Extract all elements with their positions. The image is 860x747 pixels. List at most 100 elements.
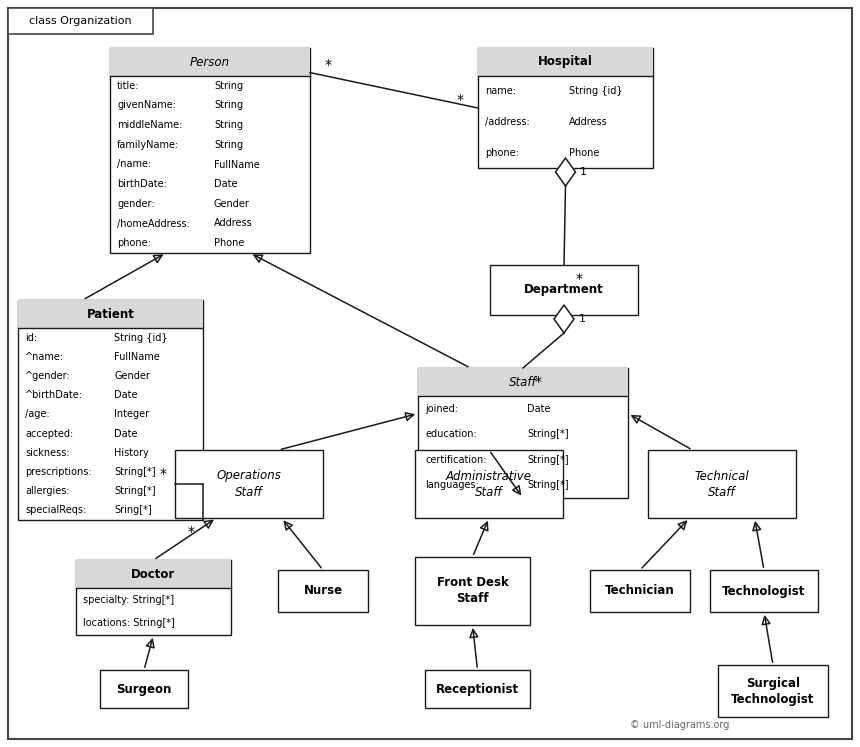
Text: education:: education: [425,430,476,439]
Text: allergies:: allergies: [25,486,70,496]
Bar [100,670,188,708]
Text: ^name:: ^name: [25,352,64,362]
Text: String[*]: String[*] [114,486,156,496]
Text: String {id}: String {id} [569,87,623,96]
Bar [415,450,563,518]
Text: String: String [214,120,243,130]
Text: History: History [114,447,149,458]
Bar [278,570,368,612]
Text: Surgeon: Surgeon [116,683,172,695]
Text: Nurse: Nurse [304,584,342,598]
Bar [175,450,323,518]
Text: name:: name: [485,87,516,96]
Text: ^birthDate:: ^birthDate: [25,390,83,400]
Text: *: * [159,467,167,481]
Polygon shape [554,305,574,333]
Text: prescriptions:: prescriptions: [25,467,92,477]
Text: Technician: Technician [605,584,675,598]
Text: Phone: Phone [214,238,244,248]
Bar [18,300,203,520]
Text: phone:: phone: [117,238,150,248]
Bar [425,670,530,708]
Text: Administrative
Staff: Administrative Staff [446,470,532,498]
Bar [76,560,231,588]
Text: *: * [457,93,464,107]
Bar [478,48,653,168]
Text: Patient: Patient [87,308,134,320]
Text: languages:: languages: [425,480,479,490]
Text: id:: id: [25,332,37,343]
Text: ^gender:: ^gender: [25,371,71,381]
Bar [415,557,530,625]
Bar [478,48,653,76]
Text: String {id}: String {id} [114,332,168,343]
Text: title:: title: [117,81,139,91]
Text: Address: Address [569,117,608,127]
Text: Surgical
Technologist: Surgical Technologist [731,677,814,705]
Text: *: * [324,58,331,72]
Text: gender:: gender: [117,199,155,209]
Bar [110,48,310,253]
Bar [76,560,231,635]
Text: Person: Person [190,55,230,69]
Text: givenName:: givenName: [117,101,176,111]
Text: Sring[*]: Sring[*] [114,506,152,515]
Bar [590,570,690,612]
Text: FullName: FullName [114,352,160,362]
Text: Front Desk
Staff: Front Desk Staff [437,577,508,606]
Text: /address:: /address: [485,117,530,127]
Text: /homeAddress:: /homeAddress: [117,219,190,229]
Text: Phone: Phone [569,148,599,158]
Text: /age:: /age: [25,409,50,419]
Text: String: String [214,140,243,150]
Bar [418,368,628,396]
Bar [718,665,828,717]
Text: String[*]: String[*] [527,430,568,439]
Polygon shape [556,158,575,186]
Text: Doctor: Doctor [132,568,175,580]
Text: *: * [535,375,542,389]
Text: accepted:: accepted: [25,429,73,438]
Text: Gender: Gender [114,371,150,381]
Bar [8,8,153,34]
Bar [18,300,203,328]
Text: familyName:: familyName: [117,140,179,150]
Bar [110,48,310,76]
Text: *: * [187,525,194,539]
Text: /name:: /name: [117,160,151,170]
Text: Staff: Staff [509,376,537,388]
Text: specialReqs:: specialReqs: [25,506,86,515]
Text: Technologist: Technologist [722,584,806,598]
Bar [648,450,796,518]
Text: 1: 1 [580,167,587,177]
Text: Hospital: Hospital [538,55,593,69]
Text: Operations
Staff: Operations Staff [217,470,281,498]
Text: joined:: joined: [425,403,458,414]
Text: Date: Date [114,390,138,400]
Text: Technical
Staff: Technical Staff [695,470,749,498]
Text: String: String [214,81,243,91]
Text: String: String [214,101,243,111]
Text: 1: 1 [579,314,586,324]
Bar [710,570,818,612]
Text: String[*]: String[*] [527,480,568,490]
Text: Date: Date [114,429,138,438]
Text: Receptionist: Receptionist [436,683,519,695]
Text: specialty: String[*]: specialty: String[*] [83,595,174,605]
Bar [490,265,638,315]
Text: String[*]: String[*] [114,467,156,477]
Text: phone:: phone: [485,148,519,158]
Bar [418,368,628,498]
Text: class Organization: class Organization [29,16,132,26]
Text: © uml-diagrams.org: © uml-diagrams.org [630,720,729,730]
Text: Gender: Gender [214,199,250,209]
Text: Department: Department [524,284,604,297]
Text: middleName:: middleName: [117,120,182,130]
Text: Date: Date [527,403,550,414]
Text: FullName: FullName [214,160,260,170]
Text: locations: String[*]: locations: String[*] [83,619,175,628]
Text: String[*]: String[*] [527,455,568,465]
Text: Address: Address [214,219,253,229]
Text: *: * [575,272,582,286]
Text: certification:: certification: [425,455,487,465]
